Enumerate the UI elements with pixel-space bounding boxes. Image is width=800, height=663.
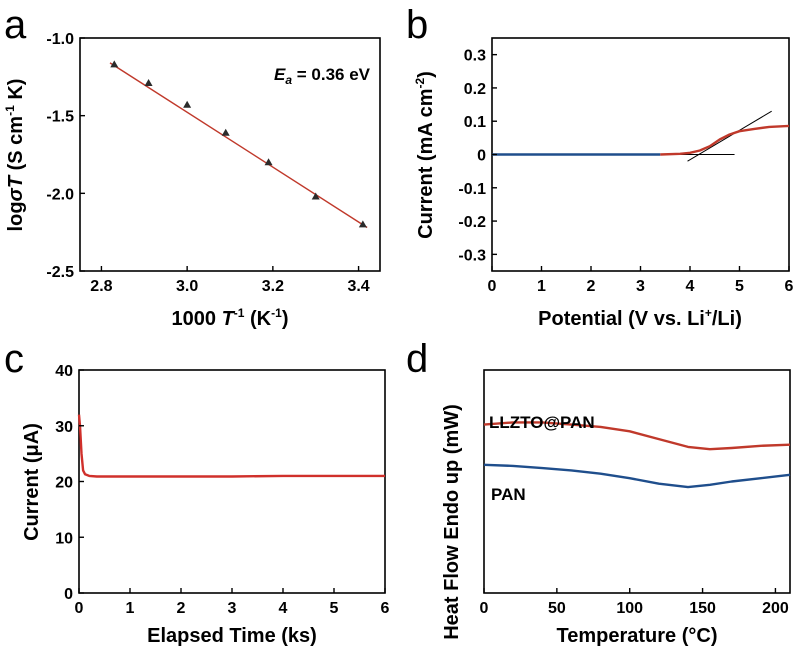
panel-a-y-ticks: -1.0 -1.5 -2.0 -2.5 xyxy=(46,31,85,281)
panel-b-x-axis-title: Potential (V vs. Li+/Li) xyxy=(538,306,742,330)
panel-a-data-point xyxy=(311,192,320,200)
panel-a-y-tick-label: -1.5 xyxy=(46,109,74,126)
panel-c-marks xyxy=(77,414,385,478)
panel-a-letter: a xyxy=(4,3,27,47)
panel-d-x-tick-label: 150 xyxy=(689,600,716,617)
panel-b-marks xyxy=(492,110,790,162)
panel-c-x-tick-label: 2 xyxy=(177,600,186,617)
panel-b-x-tick-label: 2 xyxy=(587,278,596,295)
panel-a-x-tick-label: 3.0 xyxy=(176,278,198,295)
panel-b-x-tick-label: 6 xyxy=(785,278,794,295)
panel-a-data-point xyxy=(221,128,230,136)
panel-b-y-tick-label: 0.2 xyxy=(464,81,486,98)
panel-d-letter: d xyxy=(406,337,428,381)
panel-a-y-tick-label: -2.5 xyxy=(46,264,74,281)
panel-b-x-tick-label: 0 xyxy=(488,278,497,295)
panel-d-legend-pan: PAN xyxy=(491,485,526,504)
panel-a-x-tick-label: 3.2 xyxy=(262,278,284,295)
panel-a-y-tick-label: -2.0 xyxy=(46,186,74,203)
panel-b-y-tick-label: 0.1 xyxy=(464,114,486,131)
panel-a: a 2.8 3.0 3.2 3.4 -1.0 -1.5 -2.0 -2.5 Ea = 0.3… xyxy=(3,3,381,330)
panel-c-y-axis-title: Current (μA) xyxy=(21,423,43,541)
panel-d-series-line-2 xyxy=(483,463,791,489)
panel-c-series-line-1 xyxy=(77,414,385,478)
panel-c-letter: c xyxy=(4,337,24,381)
panel-d: d 0 50 100 150 200 LLZTO@PAN PAN Temperature… xyxy=(406,337,791,647)
panel-a-data-point xyxy=(264,158,273,166)
panel-a-data-point xyxy=(110,60,119,68)
panel-c-x-tick-label: 1 xyxy=(126,600,135,617)
panel-d-legend-llzto-pan: LLZTO@PAN xyxy=(489,413,595,432)
panel-b-y-tick-label: -0.3 xyxy=(458,247,486,264)
panel-c-y-tick-label: 40 xyxy=(55,363,73,380)
panel-b-x-ticks: 0 1 2 3 4 5 6 xyxy=(488,266,794,295)
panel-a-y-axis-title: logσT (S cm-1 K) xyxy=(3,79,27,232)
panel-a-data-point xyxy=(144,79,153,87)
panel-b-y-axis-title: Current (mA cm-2) xyxy=(413,71,437,239)
panel-b-x-tick-label: 1 xyxy=(537,278,546,295)
panel-c-y-tick-label: 0 xyxy=(64,586,73,603)
panel-b-letter: b xyxy=(406,3,428,47)
panel-d-x-ticks: 0 50 100 150 200 xyxy=(480,588,789,617)
panel-d-x-tick-label: 0 xyxy=(480,600,489,617)
panel-c-x-tick-label: 4 xyxy=(279,600,288,617)
panel-c-x-axis-title: Elapsed Time (ks) xyxy=(147,625,317,647)
panel-c-y-tick-label: 30 xyxy=(55,419,73,436)
panel-a-annotation: Ea = 0.36 eV xyxy=(274,65,371,87)
panel-c-x-tick-label: 0 xyxy=(75,600,84,617)
panel-b-y-tick-label: -0.2 xyxy=(458,214,486,231)
panel-c-y-tick-label: 10 xyxy=(55,530,73,547)
panel-b-y-tick-label: -0.1 xyxy=(458,181,486,198)
panel-d-x-tick-label: 50 xyxy=(548,600,566,617)
panel-b-x-tick-label: 3 xyxy=(636,278,645,295)
panel-d-x-axis-title: Temperature (°C) xyxy=(557,625,718,647)
panel-b-tangent-line-2 xyxy=(687,110,772,162)
panel-a-x-ticks: 2.8 3.0 3.2 3.4 xyxy=(90,266,370,295)
panel-c-plot-frame xyxy=(78,369,386,594)
panel-c: c 0 1 2 3 4 5 6 40 30 20 10 0 Elapsed Time (ks) Cu… xyxy=(4,337,390,647)
panel-a-data-point xyxy=(358,220,367,228)
panel-c-x-tick-label: 6 xyxy=(381,600,390,617)
panel-a-x-tick-label: 3.4 xyxy=(347,278,369,295)
panel-a-x-tick-label: 2.8 xyxy=(90,278,112,295)
panel-c-y-tick-label: 20 xyxy=(55,475,73,492)
panel-d-x-tick-label: 100 xyxy=(616,600,643,617)
panel-d-x-tick-label: 200 xyxy=(762,600,789,617)
panel-b-x-tick-label: 4 xyxy=(686,278,695,295)
panel-a-marks xyxy=(109,60,368,229)
panel-c-x-tick-label: 3 xyxy=(228,600,237,617)
panel-a-data-point xyxy=(183,100,192,108)
panel-c-x-ticks: 0 1 2 3 4 5 6 xyxy=(75,588,390,617)
panel-b-y-tick-label: 0 xyxy=(477,148,486,165)
panel-a-y-tick-label: -1.0 xyxy=(46,31,74,48)
panel-b-x-tick-label: 5 xyxy=(735,278,744,295)
panel-b: b 0 1 2 3 4 5 6 0.3 0.2 0.1 0 -0.1 -0.2 -0.3 Potenti… xyxy=(406,3,794,330)
panel-b-y-tick-label: 0.3 xyxy=(464,48,486,65)
panel-d-series-line-1 xyxy=(483,421,791,451)
panel-b-y-ticks: 0.3 0.2 0.1 0 -0.1 -0.2 -0.3 xyxy=(458,48,497,264)
panel-d-y-axis-title: Heat Flow Endo up (mW) xyxy=(441,404,463,640)
panel-b-series-line-2 xyxy=(660,124,790,156)
panel-a-x-axis-title: 1000 T-1 (K-1) xyxy=(172,306,289,330)
panel-a-plot-frame xyxy=(79,37,381,272)
panel-c-y-ticks: 40 30 20 10 0 xyxy=(55,363,84,603)
panel-d-marks xyxy=(483,421,791,489)
panel-a-fit-line xyxy=(109,62,368,229)
panel-d-plot-frame xyxy=(483,369,791,594)
panel-c-x-tick-label: 5 xyxy=(330,600,339,617)
